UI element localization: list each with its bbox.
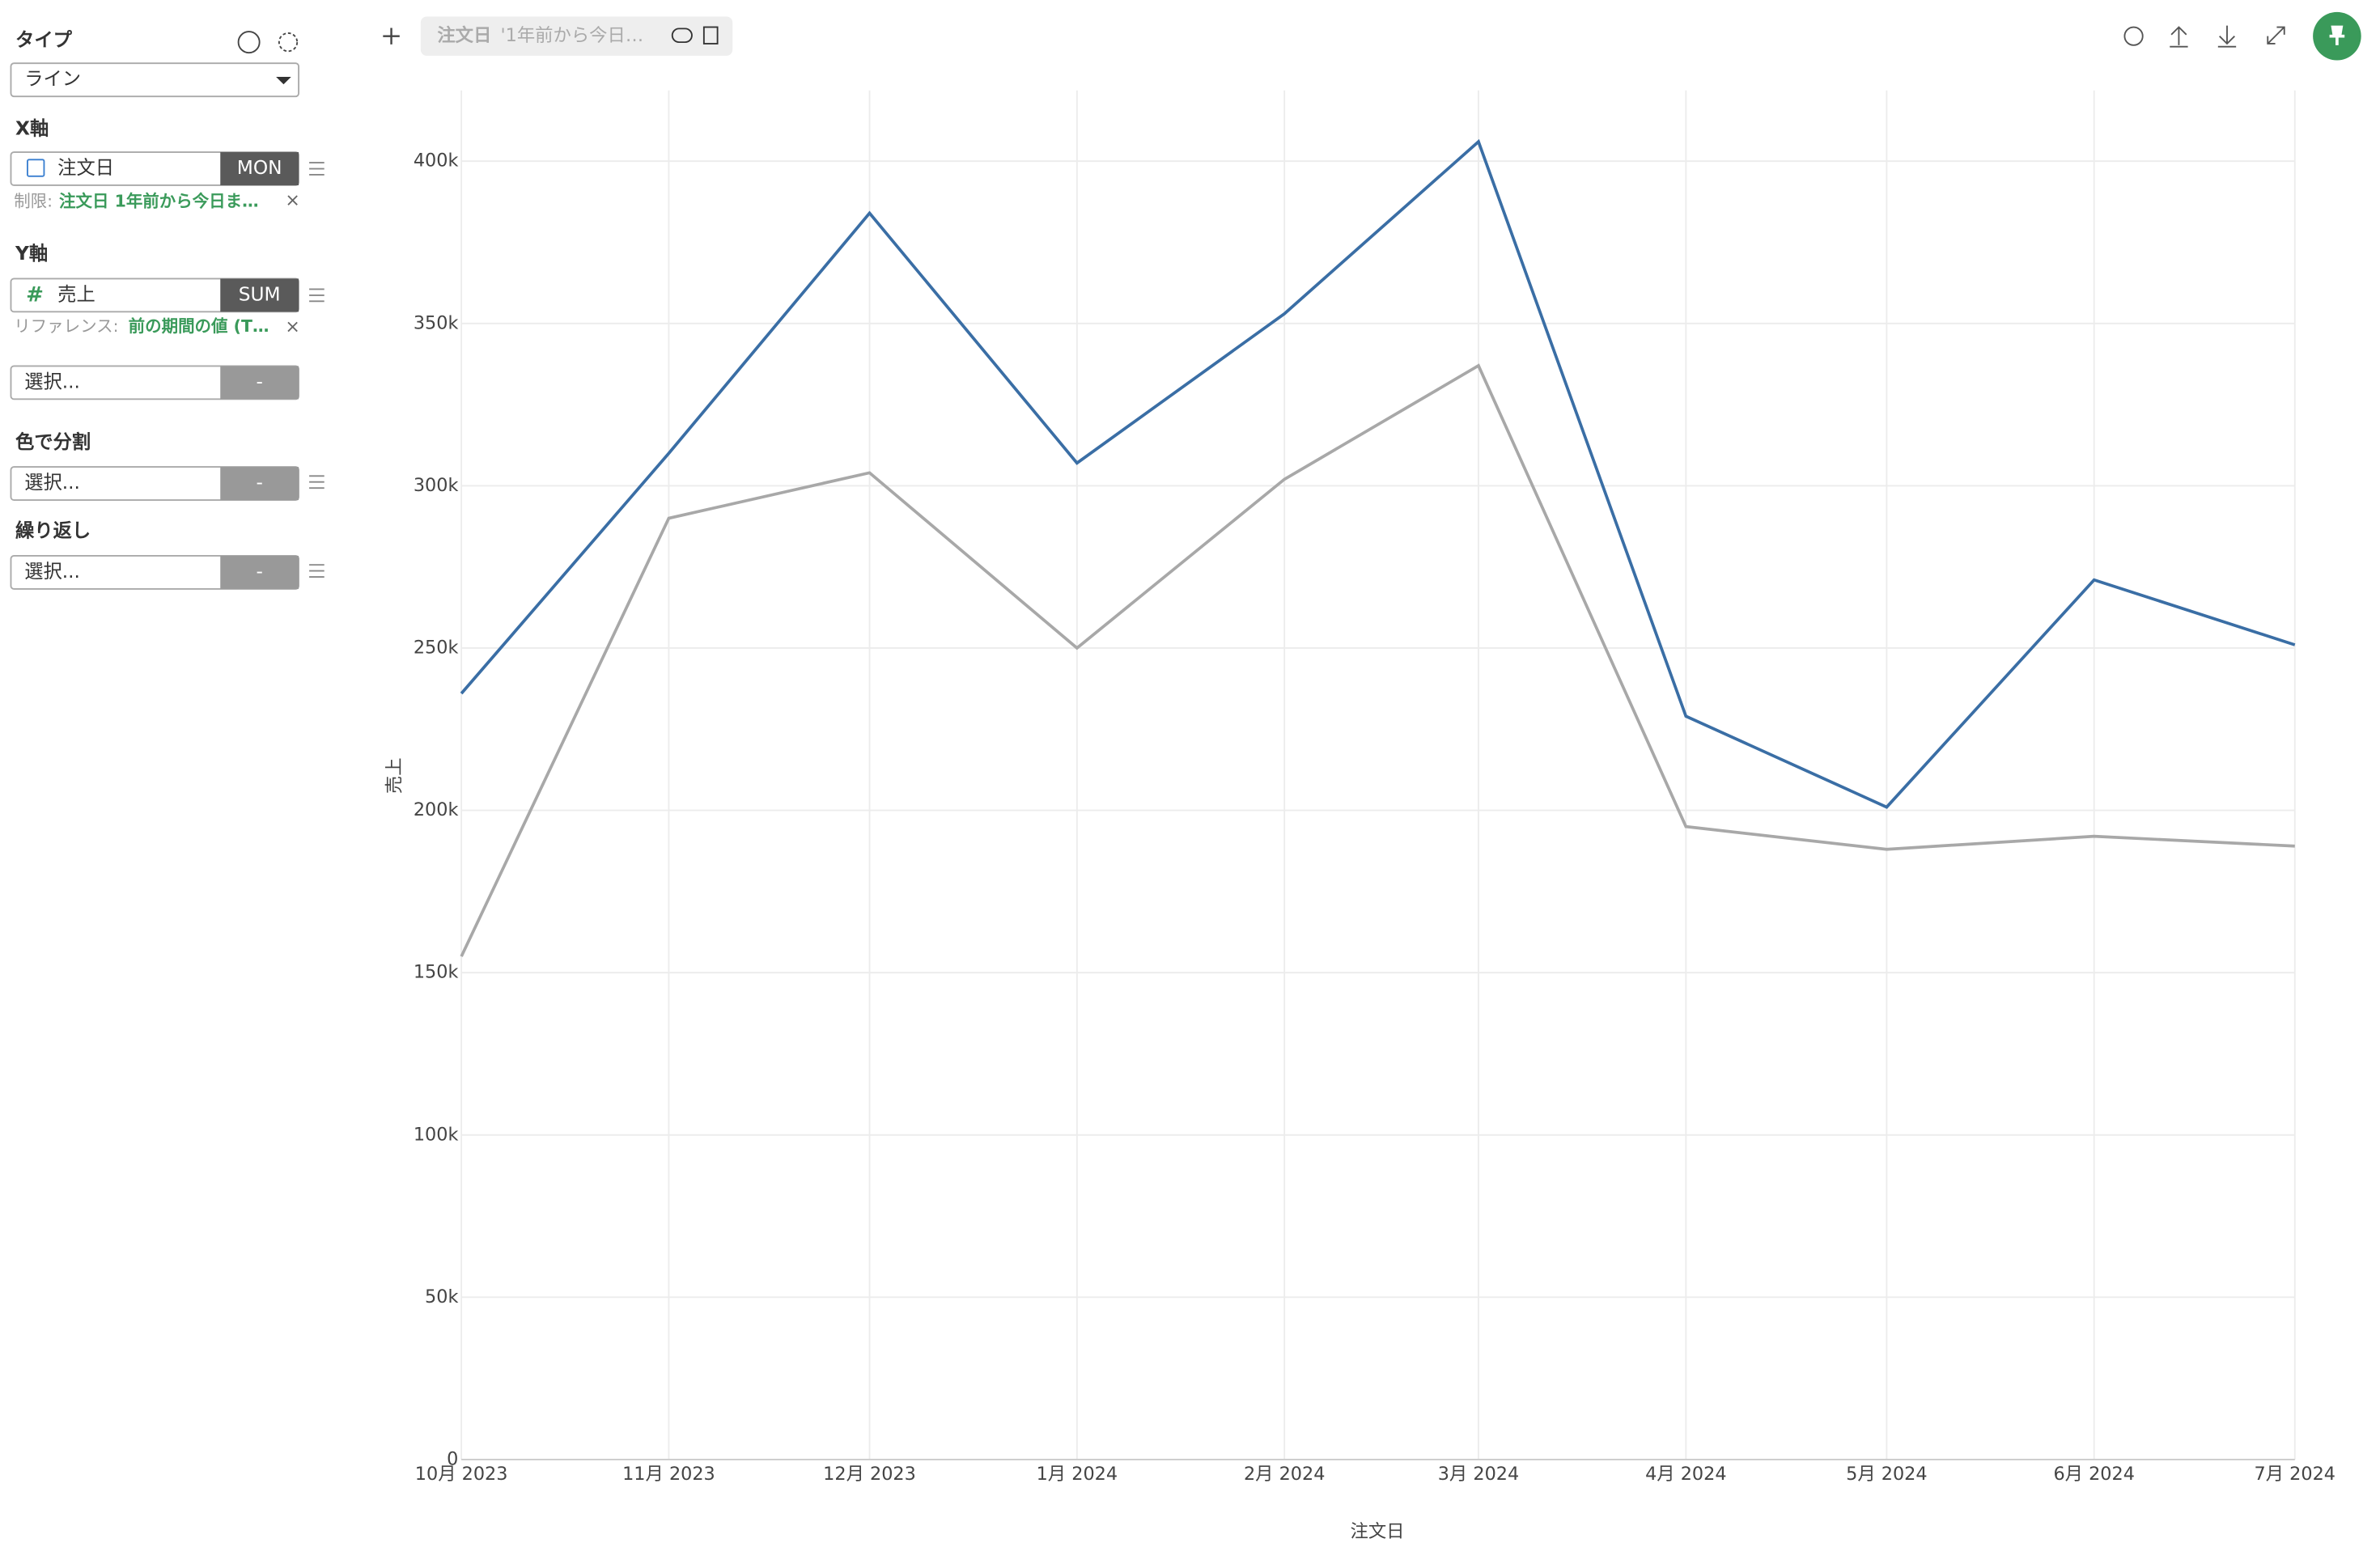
- x-agg-button[interactable]: [220, 152, 299, 185]
- y-tick-label: 250k: [414, 637, 459, 658]
- color-field-text: 選択...: [24, 472, 80, 494]
- y-agg-button[interactable]: [220, 278, 299, 312]
- add-filter[interactable]: [383, 28, 400, 44]
- sidebar: タイプ ライン X軸 注文日 MON 制限: 注文日 1年前から今日ま… Y軸 …: [10, 29, 325, 590]
- x-tick-label: 11月 2023: [622, 1464, 715, 1485]
- x-tick-label: 2月 2024: [1244, 1464, 1325, 1485]
- toolbar: 注文日 '1年前から今日…: [383, 11, 2361, 61]
- y-ref-label: リファレンス:: [14, 316, 118, 336]
- help-icon[interactable]: [237, 31, 261, 54]
- y-axis-title: 売上: [384, 757, 405, 794]
- settings-icon[interactable]: [278, 32, 299, 53]
- y-label: Y軸: [15, 243, 48, 265]
- filter-chip[interactable]: [420, 16, 733, 56]
- y-tick-label: 300k: [414, 475, 459, 496]
- download-icon[interactable]: [2217, 25, 2237, 48]
- x-axis-title: 注文日: [1351, 1521, 1405, 1542]
- upload-icon[interactable]: [2170, 26, 2188, 48]
- series-line: [460, 363, 2295, 957]
- drag-handle[interactable]: [309, 475, 325, 489]
- repeat-label: 繰り返し: [15, 520, 91, 542]
- calendar-icon: [27, 159, 45, 177]
- color-btn: -: [256, 472, 262, 494]
- x-field-name: 注文日: [57, 157, 114, 179]
- y-tick-label: 100k: [414, 1124, 459, 1145]
- y-tick-label: 0: [447, 1448, 458, 1469]
- drag-handle[interactable]: [309, 564, 325, 578]
- remove-icon[interactable]: [287, 321, 298, 333]
- number-icon: #: [26, 282, 44, 307]
- type-value: ライン: [24, 68, 81, 90]
- comment-icon[interactable]: [2123, 26, 2144, 46]
- y-tick-label: 200k: [414, 799, 459, 820]
- x-tick-label: 3月 2024: [1438, 1464, 1519, 1485]
- filter-name: 注文日: [437, 24, 491, 46]
- y-field-name: 売上: [57, 283, 95, 305]
- x-tick-label: 10月 2023: [415, 1464, 508, 1485]
- pin-icon: [2329, 25, 2345, 45]
- repeat-field-text: 選択...: [24, 561, 80, 583]
- drag-handle[interactable]: [309, 162, 325, 176]
- drag-handle[interactable]: [309, 288, 325, 303]
- remove-icon[interactable]: [287, 195, 298, 206]
- series-line: [460, 138, 2296, 809]
- extra-btn: -: [256, 371, 262, 392]
- x-tick-label: 4月 2024: [1645, 1464, 1726, 1485]
- color-label: 色で分割: [15, 431, 91, 453]
- y-agg: SUM: [239, 283, 281, 305]
- type-label: タイプ: [15, 29, 73, 51]
- y-tick-label: 150k: [414, 962, 459, 983]
- type-select[interactable]: [10, 62, 299, 98]
- y-tick-label: 50k: [425, 1286, 458, 1307]
- filter-value: '1年前から今日…: [501, 25, 644, 46]
- x-tick-label: 5月 2024: [1846, 1464, 1927, 1485]
- trash-icon[interactable]: [702, 26, 719, 44]
- dropdown-arrow: [276, 76, 291, 85]
- x-limit-value[interactable]: 注文日 1年前から今日ま…: [59, 191, 259, 210]
- y-tick-label: 400k: [414, 150, 459, 172]
- x-tick-label: 6月 2024: [2053, 1464, 2134, 1485]
- y-tick-label: 350k: [414, 312, 459, 333]
- toggle-icon[interactable]: [671, 28, 693, 44]
- x-tick-label: 1月 2024: [1037, 1464, 1118, 1485]
- expand-icon[interactable]: [2267, 26, 2285, 44]
- x-label: X軸: [15, 118, 49, 140]
- extra-field-text: 選択...: [24, 371, 80, 392]
- repeat-button[interactable]: [220, 555, 299, 589]
- x-limit-label: 制限:: [14, 191, 53, 210]
- x-agg: MON: [237, 157, 282, 179]
- x-tick-label: 12月 2023: [823, 1464, 916, 1485]
- repeat-btn: -: [256, 561, 262, 583]
- chart: 注文日 売上 0 50k 100k 150k 200k 250k 300k 350k 400k 1…: [384, 90, 2335, 1542]
- y-ref-value[interactable]: 前の期間の値 (T…: [129, 316, 269, 336]
- x-tick-label: 7月 2024: [2255, 1464, 2335, 1485]
- extra-button[interactable]: [220, 366, 299, 400]
- color-button[interactable]: [220, 467, 299, 501]
